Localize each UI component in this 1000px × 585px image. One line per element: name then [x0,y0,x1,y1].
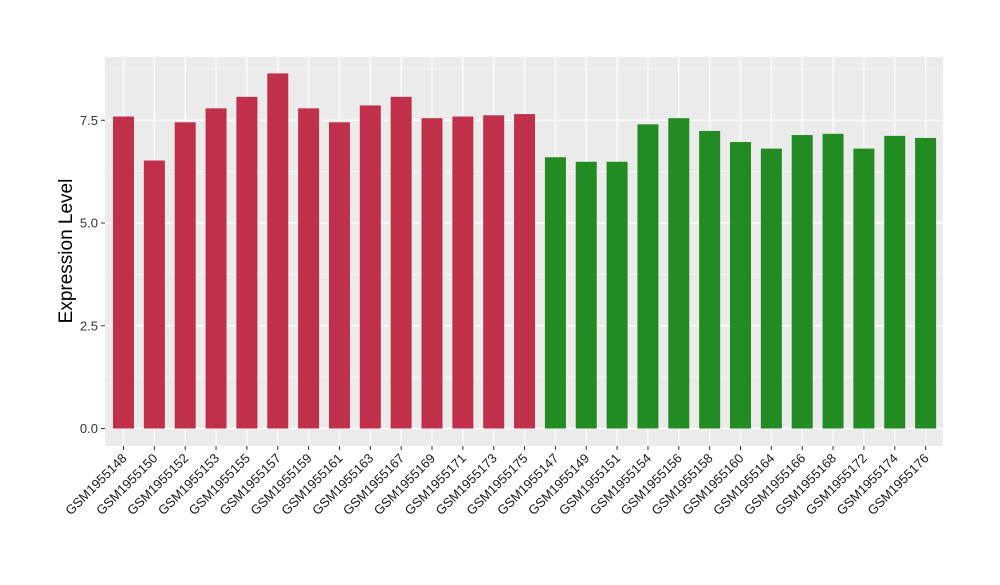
bar-GSM1955164 [760,148,782,429]
bar-GSM1955157 [267,73,289,429]
bars [113,73,937,429]
bar-GSM1955154 [637,124,659,429]
bar-GSM1955176 [915,137,937,429]
bar-GSM1955158 [699,130,721,429]
bar-GSM1955155 [236,96,258,429]
bar-GSM1955156 [668,118,690,429]
y-axis: 0.0 2.5 5.0 7.5 [80,113,105,436]
y-tick-label: 5.0 [80,216,98,231]
x-axis: GSM1955148GSM1955150GSM1955152GSM1955153… [62,446,932,518]
bar-GSM1955150 [143,160,165,429]
bar-GSM1955175 [514,114,536,429]
y-tick-label: 0.0 [80,421,98,436]
y-tick-label: 7.5 [80,113,98,128]
bar-GSM1955174 [884,135,906,429]
bar-GSM1955147 [544,157,566,429]
bar-GSM1955166 [791,135,813,429]
bar-GSM1955153 [205,108,227,429]
y-tick-label: 2.5 [80,318,98,333]
bar-GSM1955148 [113,116,134,429]
bar-GSM1955149 [575,161,597,429]
bar-GSM1955163 [359,105,381,429]
bar-GSM1955160 [730,142,751,429]
y-axis-title: Expression Level [56,179,77,324]
bar-GSM1955167 [390,96,412,429]
bar-GSM1955159 [298,108,320,429]
bar-GSM1955168 [822,133,844,429]
bar-GSM1955152 [174,122,196,429]
bar-GSM1955151 [606,161,628,429]
bar-GSM1955161 [328,122,350,429]
bar-GSM1955171 [452,116,474,429]
bar-GSM1955173 [483,115,505,429]
bar-GSM1955172 [853,148,875,429]
bar-GSM1955169 [421,118,443,429]
